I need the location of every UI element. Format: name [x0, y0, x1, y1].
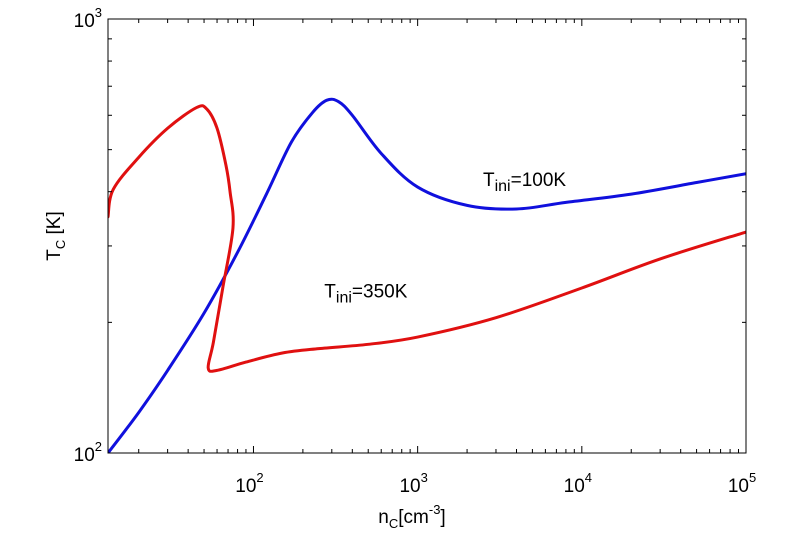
y-axis-label-group: TC [K] [44, 211, 68, 261]
y-axis-label: TC [K] [44, 211, 68, 261]
y-tick-label: 102 [74, 439, 102, 466]
series-line-2 [108, 104, 746, 373]
curve-annotation-1: Tini=100K [483, 170, 566, 195]
series-line-1 [108, 97, 746, 453]
plot-frame [107, 18, 747, 454]
x-tick-label: 102 [235, 470, 263, 497]
curve-annotation-2: Tini=350K [324, 282, 407, 307]
x-tick-label: 103 [399, 470, 427, 497]
x-tick-label: 105 [728, 470, 756, 497]
x-axis-label: nC[cm-3] [378, 502, 445, 531]
ticks-layer [108, 18, 747, 454]
labels-layer: 102 103 104 105 102 103 nC[cm-3] TC [K] Tini=100… [44, 5, 756, 531]
y-tick-label: 103 [74, 5, 102, 32]
series-layer [108, 97, 746, 453]
x-tick-label: 104 [564, 470, 592, 497]
